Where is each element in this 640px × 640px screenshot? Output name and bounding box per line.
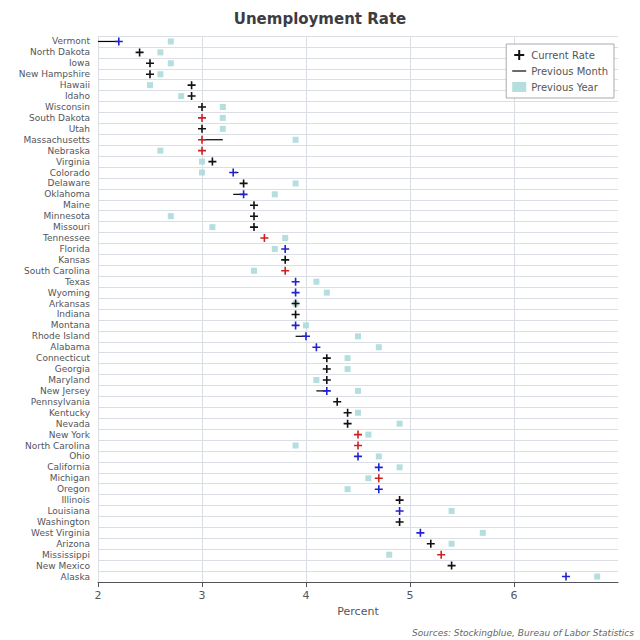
svg-text:Oklahoma: Oklahoma <box>44 189 90 199</box>
svg-text:Idaho: Idaho <box>65 91 91 101</box>
svg-text:Tennessee: Tennessee <box>42 233 90 243</box>
svg-text:South Dakota: South Dakota <box>29 113 90 123</box>
svg-text:Washington: Washington <box>37 517 90 527</box>
svg-text:Unemployment Rate: Unemployment Rate <box>234 10 407 28</box>
svg-text:Indiana: Indiana <box>57 309 90 319</box>
svg-text:5: 5 <box>407 589 414 602</box>
svg-text:Illinois: Illinois <box>61 495 90 505</box>
svg-text:California: California <box>47 462 90 472</box>
svg-text:New Mexico: New Mexico <box>36 561 90 571</box>
svg-text:Minnesota: Minnesota <box>44 211 90 221</box>
svg-text:Utah: Utah <box>69 124 90 134</box>
svg-text:Current Rate: Current Rate <box>531 50 595 61</box>
svg-text:Montana: Montana <box>51 320 90 330</box>
svg-text:Wyoming: Wyoming <box>48 288 90 298</box>
svg-text:Sources: Stockingblue, Bureau: Sources: Stockingblue, Bureau of Labor S… <box>412 628 634 638</box>
svg-text:Pennsylvania: Pennsylvania <box>31 397 90 407</box>
svg-text:New Hampshire: New Hampshire <box>19 69 91 79</box>
svg-text:Arizona: Arizona <box>56 539 90 549</box>
svg-text:Kentucky: Kentucky <box>49 408 91 418</box>
svg-text:Iowa: Iowa <box>69 58 90 68</box>
svg-text:Hawaii: Hawaii <box>60 80 90 90</box>
svg-text:Arkansas: Arkansas <box>49 299 90 309</box>
svg-text:Georgia: Georgia <box>55 364 90 374</box>
svg-text:Florida: Florida <box>59 244 90 254</box>
svg-text:New Jersey: New Jersey <box>40 386 91 396</box>
svg-text:Connecticut: Connecticut <box>36 353 90 363</box>
svg-text:6: 6 <box>511 589 518 602</box>
svg-text:Maine: Maine <box>63 200 90 210</box>
svg-text:Mississippi: Mississippi <box>42 550 90 560</box>
svg-text:Maryland: Maryland <box>48 375 90 385</box>
svg-text:4: 4 <box>303 589 310 602</box>
svg-text:Previous Month: Previous Month <box>531 66 608 77</box>
svg-text:Massachusetts: Massachusetts <box>23 135 90 145</box>
svg-text:South Carolina: South Carolina <box>24 266 90 276</box>
svg-text:Vermont: Vermont <box>52 36 91 46</box>
svg-text:North Carolina: North Carolina <box>25 441 90 451</box>
svg-text:Virginia: Virginia <box>56 157 90 167</box>
svg-text:Oregon: Oregon <box>57 484 90 494</box>
svg-text:Wisconsin: Wisconsin <box>45 102 90 112</box>
svg-text:Texas: Texas <box>64 277 90 287</box>
svg-text:Alaska: Alaska <box>61 572 90 582</box>
svg-text:Percent: Percent <box>337 605 379 618</box>
svg-text:Michigan: Michigan <box>50 473 90 483</box>
svg-text:2: 2 <box>95 589 102 602</box>
svg-text:Nebraska: Nebraska <box>48 146 90 156</box>
svg-text:Previous Year: Previous Year <box>531 82 599 93</box>
svg-text:Louisiana: Louisiana <box>48 506 91 516</box>
svg-text:West Virginia: West Virginia <box>31 528 90 538</box>
svg-text:Alabama: Alabama <box>50 342 90 352</box>
svg-text:Nevada: Nevada <box>56 419 90 429</box>
svg-text:Kansas: Kansas <box>58 255 90 265</box>
svg-text:Missouri: Missouri <box>53 222 90 232</box>
svg-text:North Dakota: North Dakota <box>30 47 90 57</box>
svg-text:New York: New York <box>49 430 91 440</box>
svg-text:Delaware: Delaware <box>48 178 91 188</box>
svg-text:Colorado: Colorado <box>50 168 91 178</box>
svg-text:Rhode Island: Rhode Island <box>32 331 90 341</box>
svg-text:3: 3 <box>199 589 206 602</box>
svg-text:Ohio: Ohio <box>69 451 90 461</box>
